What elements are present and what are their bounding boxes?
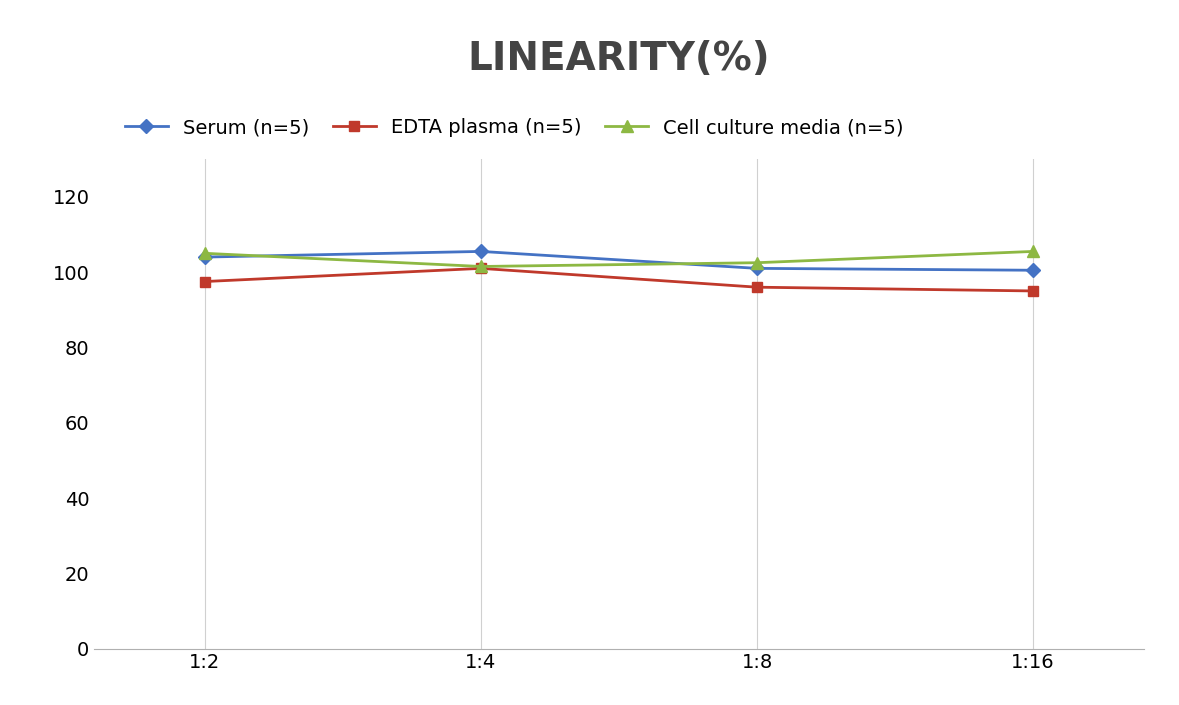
Serum (n=5) <box>1026 266 1040 274</box>
Line: Serum (n=5): Serum (n=5) <box>200 247 1038 275</box>
Cell culture media (n=5) <box>474 262 488 271</box>
EDTA plasma (n=5) <box>474 264 488 273</box>
Cell culture media (n=5) <box>750 259 764 267</box>
EDTA plasma (n=5) <box>1026 287 1040 295</box>
Line: Cell culture media (n=5): Cell culture media (n=5) <box>198 245 1040 273</box>
Line: EDTA plasma (n=5): EDTA plasma (n=5) <box>200 264 1038 296</box>
Serum (n=5) <box>198 253 212 262</box>
Cell culture media (n=5) <box>198 249 212 257</box>
Text: LINEARITY(%): LINEARITY(%) <box>468 39 770 78</box>
Serum (n=5) <box>474 247 488 256</box>
Serum (n=5) <box>750 264 764 273</box>
EDTA plasma (n=5) <box>750 283 764 291</box>
EDTA plasma (n=5) <box>198 277 212 286</box>
Cell culture media (n=5) <box>1026 247 1040 256</box>
Legend: Serum (n=5), EDTA plasma (n=5), Cell culture media (n=5): Serum (n=5), EDTA plasma (n=5), Cell cul… <box>125 118 904 137</box>
